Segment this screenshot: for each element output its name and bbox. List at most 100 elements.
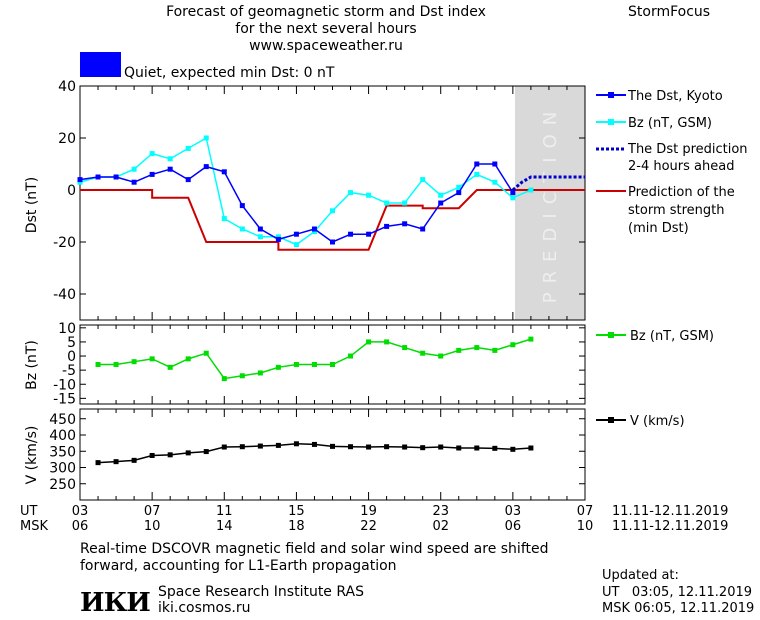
bz-line [98, 338, 532, 380]
legend-strength-text: Prediction of the storm strength (min Dst) [628, 185, 735, 236]
recovered-dst-point [330, 208, 335, 214]
kyoto-dst-point [113, 174, 119, 180]
v-ytick-label: 350 [49, 444, 76, 460]
velocity-point [366, 444, 372, 450]
velocity-point [149, 452, 155, 458]
bz-point [311, 362, 317, 367]
velocity-point [275, 442, 281, 448]
dst-ytick-label: 40 [58, 79, 76, 95]
v-axis-title: V (km/s) [24, 426, 40, 485]
brand-name: StormFocus [628, 4, 710, 20]
bz-point [131, 359, 137, 365]
storm-strength-line [80, 189, 585, 251]
kyoto-dst-point [510, 190, 516, 196]
bz-point [185, 356, 191, 362]
bz-point [95, 362, 101, 367]
kyoto-dst-point [149, 171, 155, 177]
source-url: www.spaceweather.ru [249, 38, 403, 54]
v-ytick-label: 450 [49, 412, 76, 428]
legend-v-marker [608, 417, 614, 423]
kyoto-dst-point [366, 231, 372, 237]
velocity-point [185, 450, 191, 456]
recovered-dst-point [474, 171, 480, 177]
bz-point [239, 373, 245, 379]
recovered-dst-point [77, 179, 83, 185]
velocity-point [239, 444, 245, 450]
chart-title-line1: Forecast of geomagnetic storm and Dst in… [166, 4, 486, 20]
storm-status-text: Quiet, expected min Dst: 0 nT [124, 65, 335, 81]
velocity-point [438, 444, 444, 450]
date-range-ut: 11.11-12.11.2019 [612, 504, 728, 519]
bz-point [492, 347, 498, 353]
dst-prediction-line [511, 175, 585, 192]
recovered-dst-point [528, 187, 534, 193]
legend-v-text: V (km/s) [630, 414, 685, 429]
dst-axis-title: Dst (nT) [24, 177, 40, 233]
velocity-point [528, 445, 534, 451]
ut-tick-label: 03 [505, 504, 522, 519]
legend-bz-text: Bz (nT, GSM) [630, 329, 714, 344]
bz-point [275, 364, 281, 370]
institute-link[interactable]: iki.cosmos.ru [158, 600, 251, 616]
bz-point [330, 362, 335, 367]
velocity-point [311, 441, 317, 447]
velocity-point [293, 441, 299, 447]
msk-tick-label: 06 [72, 519, 89, 534]
bz-point [438, 353, 444, 359]
bz-point [149, 356, 155, 362]
recovered-dst-point [492, 179, 498, 185]
prediction-label: PREDICTION [540, 103, 561, 303]
bz-point [293, 362, 299, 367]
bz-ytick-label: 5 [67, 335, 76, 351]
velocity-point [257, 443, 263, 449]
recovered-dst-point [257, 234, 263, 240]
msk-tick-label: 18 [288, 519, 305, 534]
bz-point [528, 336, 534, 342]
recovered-dst-point [456, 184, 462, 190]
velocity-point [474, 445, 480, 451]
kyoto-dst-point [275, 236, 281, 242]
updated-label: Updated at: [602, 568, 679, 583]
bz-axis-title: Bz (nT) [24, 340, 40, 390]
kyoto-dst-point [348, 231, 354, 237]
bz-point [474, 345, 480, 351]
velocity-point [131, 457, 137, 463]
recovered-dst-point [293, 242, 299, 248]
kyoto-dst-point [239, 203, 245, 209]
velocity-point [384, 444, 390, 450]
footer-note-line2: forward, accounting for L1-Earth propaga… [80, 558, 397, 574]
bz-point [420, 350, 426, 356]
institute-name: Space Research Institute RAS [158, 584, 364, 600]
velocity-point [456, 445, 462, 451]
velocity-point [167, 452, 173, 458]
dst-ytick-label: 0 [67, 183, 76, 199]
velocity-point [221, 444, 227, 450]
bz-ytick-label: -15 [53, 391, 76, 407]
ut-tick-label: 15 [288, 504, 305, 519]
bz-point [348, 353, 354, 359]
v-ytick-label: 250 [49, 477, 76, 493]
v-ytick-label: 300 [49, 461, 76, 477]
bz-ytick-label: 0 [67, 349, 76, 365]
iki-logo: ИКИ [80, 588, 151, 618]
ut-tick-label: 19 [360, 504, 377, 519]
bz-point [167, 364, 173, 370]
kyoto-dst-point [420, 226, 426, 232]
velocity-point [420, 445, 426, 451]
msk-tick-label: 06 [505, 519, 522, 534]
chart-title-line2: for the next several hours [235, 21, 416, 37]
recovered-dst-point [366, 192, 372, 198]
kyoto-dst-point [221, 169, 227, 175]
kyoto-dst-point [438, 200, 444, 206]
velocity-point [348, 444, 354, 450]
velocity-point [95, 460, 101, 466]
kyoto-dst-line [79, 163, 514, 243]
kyoto-dst-point [77, 177, 83, 183]
kyoto-dst-point [95, 174, 101, 180]
recovered-dst-point [131, 166, 137, 172]
bz-point [384, 339, 390, 345]
v-ytick-label: 400 [49, 428, 76, 444]
kyoto-dst-point [311, 226, 317, 232]
